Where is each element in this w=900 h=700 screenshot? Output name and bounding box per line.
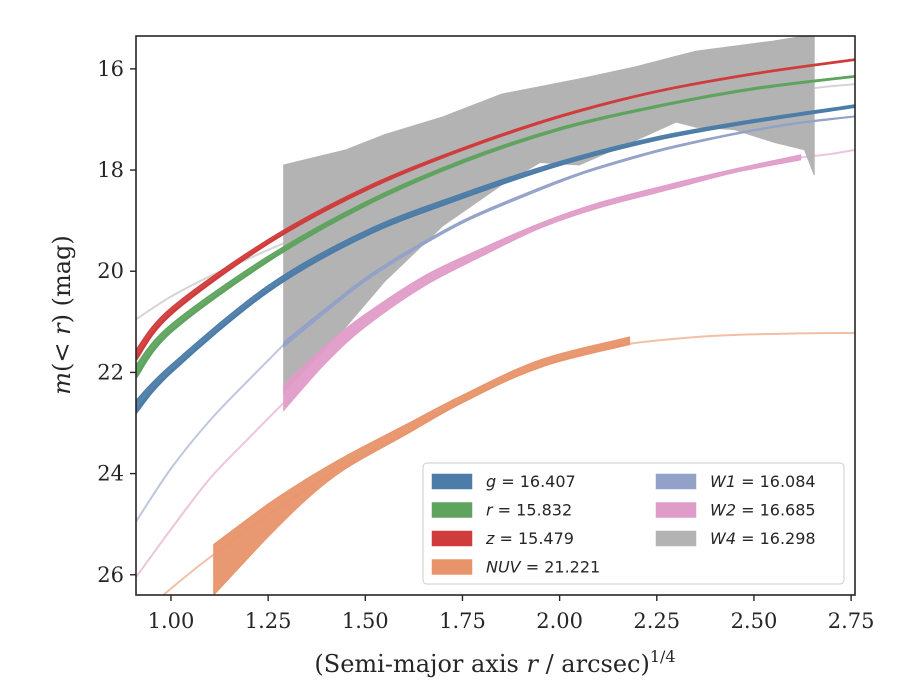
legend: g = 16.407 r = 15.832 z = 15.479 NUV = 21.2… bbox=[422, 462, 845, 585]
series-g-line bbox=[136, 105, 855, 414]
legend-label: W1 = 16.084 bbox=[710, 472, 816, 491]
x-tick-label: 2.25 bbox=[633, 609, 680, 633]
legend-entry-w2: W2 = 16.685 bbox=[655, 501, 816, 520]
series-w1-extrapolation bbox=[136, 343, 285, 523]
legend-entry-nuv: NUV = 21.221 bbox=[431, 558, 600, 577]
legend-label: W2 = 16.685 bbox=[710, 501, 816, 520]
x-tick-label: 1.75 bbox=[439, 609, 486, 633]
x-tick-label: 2.75 bbox=[828, 609, 875, 633]
series-w1-band bbox=[283, 115, 855, 349]
x-tick-label: 1.00 bbox=[148, 609, 195, 633]
series-w4-band bbox=[283, 36, 815, 394]
legend-swatch bbox=[655, 502, 697, 518]
legend-label: NUV = 21.221 bbox=[486, 558, 600, 577]
series-w2-band bbox=[283, 154, 802, 412]
y-axis: 16 18 20 22 24 26 bbox=[97, 57, 136, 587]
legend-box bbox=[422, 462, 845, 585]
legend-entry-w1: W1 = 16.084 bbox=[655, 472, 816, 491]
x-tick-label: 1.50 bbox=[342, 609, 389, 633]
legend-entry-g: g = 16.407 bbox=[431, 472, 576, 491]
x-tick-label: 2.00 bbox=[536, 609, 583, 633]
series-w2-extrapolation-1 bbox=[136, 402, 285, 578]
series-nuv-band bbox=[213, 336, 631, 595]
y-tick-label: 26 bbox=[97, 563, 124, 587]
legend-swatch bbox=[431, 530, 473, 547]
x-axis: 1.00 1.25 1.50 1.75 2.00 2.25 2.50 2.75 bbox=[148, 595, 875, 633]
y-tick-label: 20 bbox=[97, 259, 124, 283]
legend-swatch bbox=[655, 530, 697, 547]
x-axis-label: (Semi-major axis r / arcsec)1/4 bbox=[314, 647, 675, 678]
legend-entry-z: z = 15.479 bbox=[431, 529, 574, 548]
series-z-line bbox=[136, 58, 855, 361]
y-tick-label: 24 bbox=[97, 462, 124, 486]
series-r-line bbox=[136, 75, 855, 379]
legend-label: W4 = 16.298 bbox=[710, 529, 816, 548]
legend-swatch bbox=[431, 473, 473, 490]
plot-frame bbox=[135, 35, 856, 596]
y-tick-label: 16 bbox=[97, 57, 124, 81]
y-tick-label: 18 bbox=[97, 158, 124, 182]
legend-swatch bbox=[431, 502, 473, 518]
legend-entry-r: r = 15.832 bbox=[431, 501, 572, 520]
x-tick-label: 1.25 bbox=[245, 609, 292, 633]
y-tick-label: 22 bbox=[97, 360, 124, 384]
legend-swatch bbox=[431, 559, 473, 575]
legend-label: g = 16.407 bbox=[486, 472, 576, 491]
legend-entry-w4: W4 = 16.298 bbox=[655, 529, 816, 548]
y-axis-label: m(< r) (mag) bbox=[48, 235, 76, 395]
plot-area bbox=[136, 36, 855, 595]
legend-label: r = 15.832 bbox=[486, 501, 572, 520]
legend-label: z = 15.479 bbox=[485, 529, 574, 548]
x-tick-label: 2.50 bbox=[731, 609, 778, 633]
legend-swatch bbox=[655, 473, 697, 490]
